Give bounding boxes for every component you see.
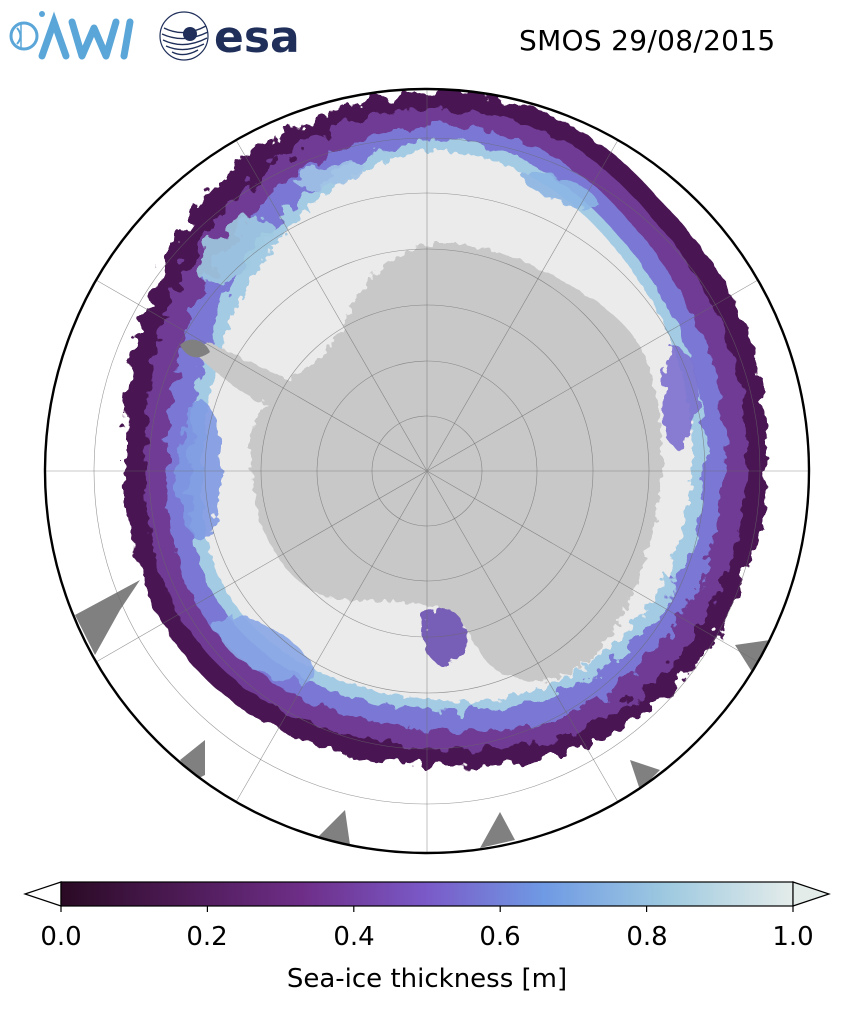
colorbar-gradient (60, 881, 794, 907)
map-boundary (43, 87, 811, 855)
colorbar-tick-label: 0.6 (479, 922, 521, 952)
colorbar-extend-low (23, 881, 62, 907)
colorbar-ticks (60, 906, 794, 912)
colorbar-tick-label: 0.8 (626, 922, 668, 952)
colorbar-extend-high (792, 881, 831, 907)
polar-map (43, 87, 811, 855)
sea-ice-thin-patches (178, 161, 698, 684)
colorbar (23, 881, 831, 912)
colorbar-tick-label: 0.4 (333, 922, 375, 952)
colorbar-tick-label: 1.0 (772, 922, 814, 952)
colorbar-tick-label: 0.0 (40, 922, 82, 952)
awi-logo (9, 11, 134, 60)
meridians (45, 89, 809, 853)
colorbar-label: Sea-ice thickness [m] (286, 964, 568, 994)
colorbar-tick-label: 0.2 (186, 922, 228, 952)
map-title: SMOS 29/08/2015 (519, 24, 776, 57)
esa-logo: esa (159, 11, 300, 63)
other-land (75, 339, 770, 848)
svg-text:esa: esa (214, 12, 300, 63)
